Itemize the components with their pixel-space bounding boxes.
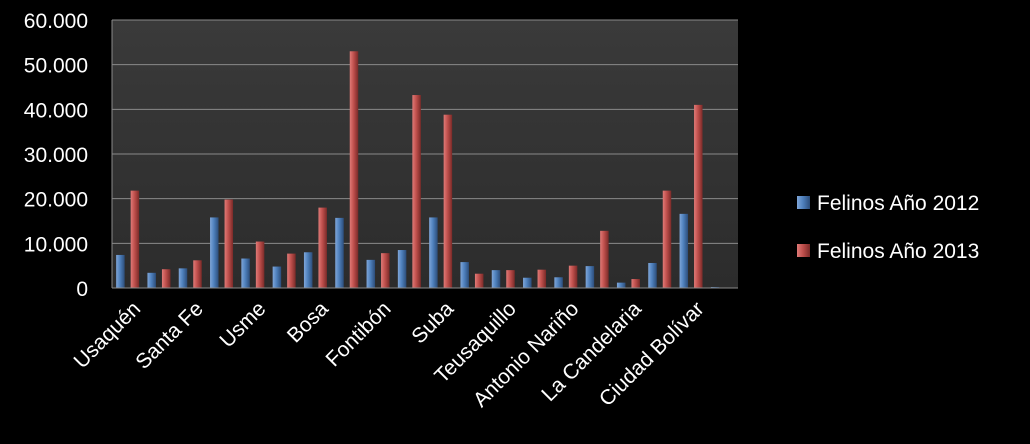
bar-2012 <box>554 277 563 288</box>
bar-2013 <box>255 241 265 288</box>
bar-2012 <box>178 268 188 288</box>
bar-2013 <box>224 199 234 288</box>
bar-2013 <box>600 230 609 288</box>
bar-2012 <box>648 262 657 288</box>
y-tick-label: 50.000 <box>24 55 88 78</box>
bar-2013 <box>662 190 672 288</box>
y-tick-label: 20.000 <box>24 189 88 212</box>
bar-2012 <box>210 217 219 288</box>
bar-2013 <box>631 279 640 288</box>
bar-2012 <box>616 282 626 288</box>
bar-2013 <box>161 269 171 288</box>
y-tick-label: 40.000 <box>24 99 88 122</box>
bar-2012 <box>397 250 407 288</box>
bar-2013 <box>193 260 202 288</box>
bar-2012 <box>335 217 344 288</box>
bar-2012 <box>585 266 595 288</box>
legend-swatch-2012 <box>797 196 810 209</box>
bar-2013 <box>506 270 515 288</box>
bar-2013 <box>349 51 359 289</box>
y-tick-label: 0 <box>76 278 88 301</box>
bar-2013 <box>443 114 453 289</box>
bar-2013 <box>474 273 484 288</box>
y-tick-label: 30.000 <box>24 144 88 167</box>
y-tick-label: 10.000 <box>24 233 88 256</box>
bar-2012 <box>366 259 376 288</box>
bar-2012 <box>303 252 313 288</box>
bar-2012 <box>523 277 532 288</box>
bar-2012 <box>429 217 438 288</box>
legend-swatch-2013 <box>797 244 810 257</box>
bar-2013 <box>412 95 421 288</box>
bar-2012 <box>679 213 689 288</box>
bar-2013 <box>287 253 296 288</box>
legend-label: Felinos Año 2012 <box>817 192 979 215</box>
x-tick-label: Fontibón <box>322 297 396 371</box>
bar-2013 <box>130 190 140 288</box>
bars <box>116 51 720 289</box>
legend-label: Felinos Año 2013 <box>817 240 979 263</box>
bar-2012 <box>460 262 469 288</box>
legend: Felinos Año 2012 Felinos Año 2013 <box>797 192 979 263</box>
bar-2013 <box>318 207 327 288</box>
bar-2012 <box>241 258 250 288</box>
bar-2012 <box>147 272 156 288</box>
y-tick-label: 60.000 <box>24 10 88 33</box>
x-tick-label: Bosa <box>283 297 333 347</box>
bar-2013 <box>537 269 547 288</box>
x-tick-label: Suba <box>407 297 458 348</box>
x-tick-label: Usaquén <box>69 297 145 373</box>
x-tick-label: Usme <box>215 297 270 352</box>
bar-2013 <box>568 265 578 288</box>
bar-2013 <box>381 253 390 288</box>
bar-2012 <box>491 270 501 288</box>
bar-2012 <box>116 254 125 288</box>
y-axis: 0 10.000 20.000 30.000 40.000 50.000 60.000 <box>24 10 113 301</box>
bar-2012 <box>272 266 282 288</box>
x-tick-label: Santa Fe <box>131 297 208 374</box>
bar-2013 <box>694 104 703 288</box>
